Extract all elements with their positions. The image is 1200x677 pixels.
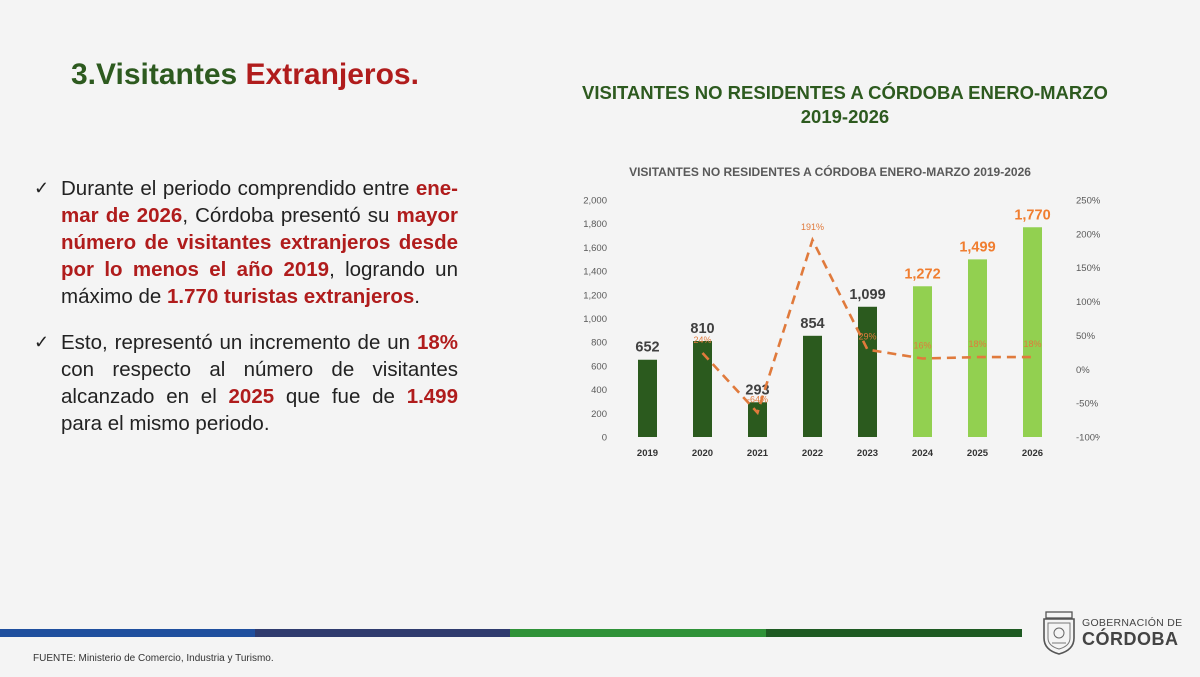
- bar-value-label: 293: [745, 382, 769, 398]
- chart-heading: VISITANTES NO RESIDENTES A CÓRDOBA ENERO…: [582, 82, 1108, 127]
- x-axis-label: 2022: [802, 448, 823, 459]
- bar: [693, 341, 712, 437]
- bullet-highlight: 1.770 turistas extranjeros: [166, 285, 415, 308]
- y-axis-tick: 0: [602, 433, 607, 444]
- y2-axis-tick: 250%: [1076, 196, 1100, 207]
- bar: [858, 306, 877, 437]
- slide-title: 3.Visitantes Extranjeros.: [71, 58, 419, 92]
- x-axis-label: 2019: [637, 448, 658, 459]
- bar: [968, 259, 987, 437]
- bar: [1023, 227, 1042, 437]
- bar-value-label: 810: [690, 321, 714, 337]
- bullet-text: .: [414, 285, 420, 308]
- bar: [913, 286, 932, 437]
- y2-axis-tick: -50%: [1076, 399, 1099, 410]
- bullet-list: ✓ Durante el periodo comprendido entre en…: [34, 175, 458, 456]
- growth-label: 29%: [858, 332, 876, 342]
- footer-bar-green: [510, 629, 766, 637]
- footer-bar-navy: [255, 629, 510, 637]
- x-axis-label: 2024: [912, 448, 934, 459]
- bullet-highlight: mayor número de visitantes extranjeros d…: [61, 204, 458, 281]
- logo-title: CÓRDOBA: [1082, 629, 1179, 649]
- bullet-text: que fue de: [274, 385, 407, 408]
- check-icon: ✓: [34, 332, 50, 352]
- bullet-highlight: 18%: [416, 331, 458, 354]
- bullet-highlight: 2025: [228, 385, 275, 408]
- growth-label: 24%: [693, 335, 711, 345]
- y-axis-tick: 200: [591, 409, 607, 420]
- y2-axis-tick: 100%: [1076, 297, 1100, 308]
- y2-axis-tick: 50%: [1076, 331, 1096, 342]
- bar-value-label: 652: [635, 340, 659, 356]
- footer-bar-dark-green: [766, 629, 1022, 637]
- chart-title: VISITANTES NO RESIDENTES A CÓRDOBA ENERO…: [629, 164, 1031, 179]
- bullet-highlight: 1.499: [406, 385, 458, 408]
- growth-label: 16%: [913, 340, 931, 350]
- y-axis-tick: 1,800: [583, 219, 607, 230]
- bullet-text: , Córdoba presentó su: [182, 204, 397, 227]
- y2-axis-tick: 200%: [1076, 229, 1100, 240]
- growth-label: -64%: [747, 395, 768, 405]
- y-axis-tick: 1,000: [583, 314, 607, 325]
- bullet-point: ✓ Durante el periodo comprendido entre en…: [34, 175, 458, 310]
- bar-value-label: 1,272: [904, 266, 940, 282]
- y2-axis-tick: 0%: [1076, 365, 1090, 376]
- bar-value-label: 1,099: [849, 287, 885, 303]
- bar: [803, 335, 822, 437]
- coat-of-arms-icon: [1043, 611, 1075, 655]
- title-part-2: Extranjeros.: [245, 58, 419, 91]
- y-axis-tick: 1,400: [583, 267, 607, 278]
- growth-label: 18%: [968, 339, 986, 349]
- bullet-text: para el mismo periodo.: [61, 412, 270, 435]
- bar-value-label: 854: [800, 316, 824, 332]
- bar: [638, 359, 657, 437]
- bar-value-label: 1,770: [1014, 207, 1050, 223]
- x-axis-label: 2021: [747, 448, 769, 459]
- x-axis-label: 2026: [1022, 448, 1043, 459]
- source-note: FUENTE: Ministerio de Comercio, Industri…: [33, 653, 274, 664]
- y-axis-tick: 1,600: [583, 243, 607, 254]
- growth-label: 191%: [801, 222, 824, 232]
- logo-subtitle: GOBERNACIÓN DE: [1082, 617, 1183, 629]
- combo-chart: VISITANTES NO RESIDENTES A CÓRDOBA ENERO…: [583, 164, 1100, 459]
- bullet-text: con respecto al número de visitantes alc…: [61, 358, 458, 408]
- bullet-text: Esto, representó un incremento de un: [61, 331, 417, 354]
- bullet-text: Durante el periodo comprendido entre: [61, 177, 416, 200]
- bullet-highlight: ene-mar de 2026: [61, 177, 458, 227]
- x-axis-label: 2025: [967, 448, 989, 459]
- y2-axis-tick: -100%: [1076, 433, 1100, 444]
- x-axis-label: 2020: [692, 448, 713, 459]
- bullet-point: ✓ Esto, representó un incremento de un 18…: [34, 329, 458, 437]
- title-part-1: 3.Visitantes: [71, 58, 246, 91]
- check-icon: ✓: [34, 178, 50, 198]
- x-axis-label: 2023: [857, 448, 878, 459]
- y-axis-tick: 400: [591, 385, 607, 396]
- y-axis-tick: 2,000: [583, 196, 607, 207]
- bar: [748, 402, 767, 437]
- bar-value-label: 1,499: [959, 239, 995, 255]
- bullet-text: , logrando un máximo de: [61, 258, 458, 308]
- footer-bar-blue: [0, 629, 255, 637]
- y2-axis-tick: 150%: [1076, 263, 1100, 274]
- y-axis-tick: 1,200: [583, 290, 607, 301]
- growth-label: 18%: [1023, 339, 1041, 349]
- y-axis-tick: 600: [591, 361, 607, 372]
- y-axis-tick: 800: [591, 338, 607, 349]
- growth-line: [701, 236, 1033, 416]
